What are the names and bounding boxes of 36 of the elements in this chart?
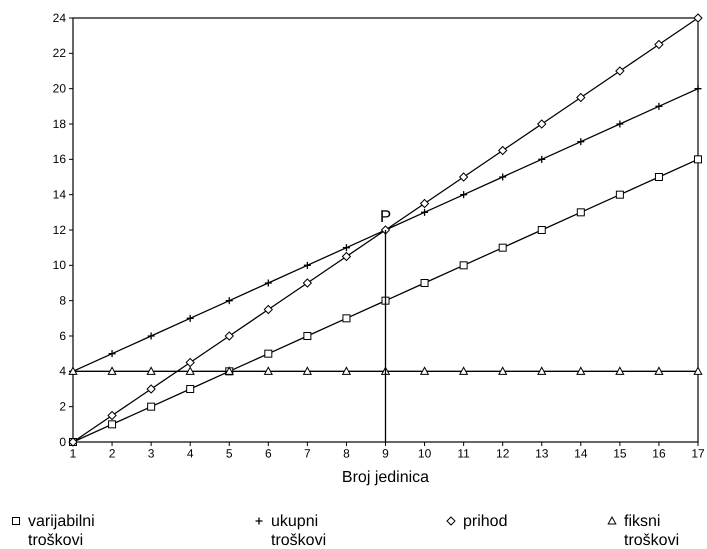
x-tick-label: 9 (382, 446, 390, 461)
x-tick-label: 17 (691, 446, 705, 461)
x-tick-label: 11 (457, 446, 470, 461)
x-tick-label: 1 (70, 446, 77, 461)
y-tick-label: 14 (52, 188, 66, 202)
y-tick-label: 22 (52, 46, 66, 60)
legend-label: varijabilni troškovi (28, 513, 95, 549)
x-tick-label: 12 (496, 446, 510, 461)
y-tick-label: 2 (59, 400, 66, 414)
y-tick-label: 0 (59, 434, 66, 449)
x-tick-label: 6 (264, 446, 272, 461)
x-tick-label: 7 (304, 446, 312, 461)
x-tick-label: 13 (535, 446, 549, 461)
legend-label: prihod (463, 513, 508, 530)
x-tick-label: 4 (186, 446, 194, 461)
x-tick-label: 3 (148, 446, 155, 461)
legend-label: ukupni troškovi (271, 513, 326, 549)
y-tick-label: 6 (59, 328, 66, 343)
y-tick-label: 10 (52, 258, 66, 272)
legend-label: fiksni troškovi (624, 513, 680, 549)
y-tick-label: 4 (59, 364, 66, 378)
x-tick-label: 8 (343, 446, 350, 461)
y-tick-label: 20 (52, 82, 66, 96)
x-tick-label: 2 (108, 446, 116, 461)
x-tick-label: 10 (418, 446, 432, 461)
y-tick-label: 8 (59, 294, 66, 308)
x-tick-label: 14 (574, 446, 588, 461)
y-tick-label: 12 (52, 222, 66, 237)
y-tick-label: 24 (52, 10, 66, 25)
y-tick-label: 16 (52, 152, 66, 166)
y-tick-label: 18 (52, 116, 66, 131)
x-axis-title: Broj jedinica (342, 469, 430, 486)
x-tick-label: 15 (613, 446, 627, 461)
annotation: P (380, 207, 392, 226)
x-tick-label: 5 (226, 446, 233, 461)
x-tick-label: 16 (652, 446, 666, 461)
